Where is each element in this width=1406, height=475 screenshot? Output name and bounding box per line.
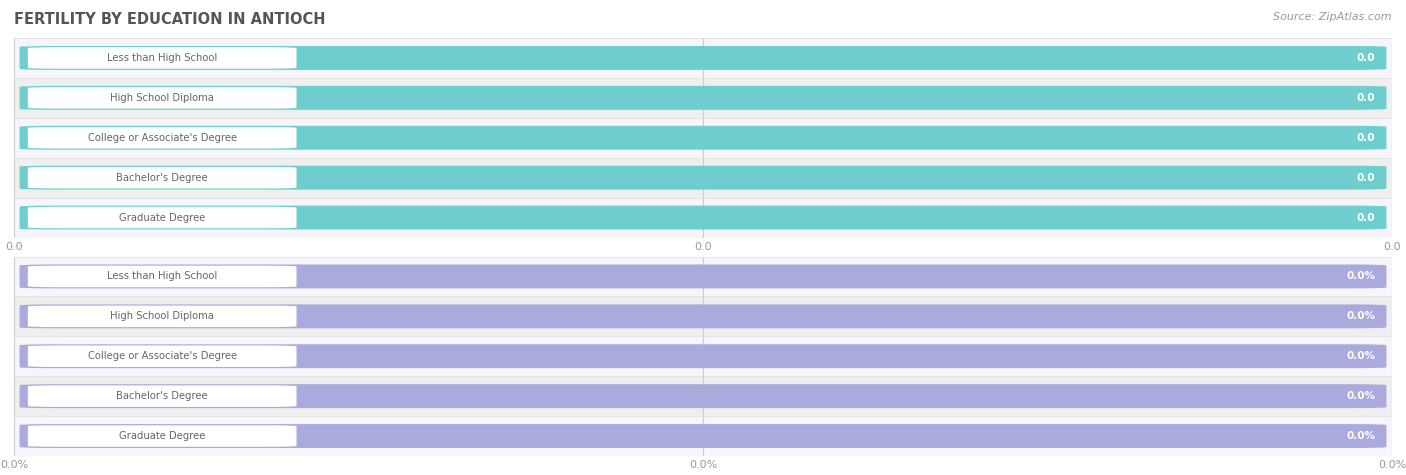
FancyBboxPatch shape bbox=[14, 336, 1392, 376]
FancyBboxPatch shape bbox=[20, 206, 1386, 229]
FancyBboxPatch shape bbox=[14, 158, 1392, 198]
FancyBboxPatch shape bbox=[28, 47, 297, 69]
FancyBboxPatch shape bbox=[20, 424, 1386, 448]
Text: Graduate Degree: Graduate Degree bbox=[120, 212, 205, 223]
Text: 0.0: 0.0 bbox=[1357, 53, 1375, 63]
FancyBboxPatch shape bbox=[20, 126, 1386, 150]
FancyBboxPatch shape bbox=[20, 265, 1386, 288]
FancyBboxPatch shape bbox=[28, 385, 297, 407]
Text: High School Diploma: High School Diploma bbox=[110, 311, 214, 322]
Text: College or Associate's Degree: College or Associate's Degree bbox=[87, 133, 236, 143]
FancyBboxPatch shape bbox=[28, 425, 297, 447]
Text: FERTILITY BY EDUCATION IN ANTIOCH: FERTILITY BY EDUCATION IN ANTIOCH bbox=[14, 12, 326, 27]
FancyBboxPatch shape bbox=[20, 384, 1386, 408]
FancyBboxPatch shape bbox=[14, 118, 1392, 158]
Text: College or Associate's Degree: College or Associate's Degree bbox=[87, 351, 236, 361]
Text: 0.0%: 0.0% bbox=[1347, 431, 1375, 441]
Text: 0.0: 0.0 bbox=[1357, 93, 1375, 103]
Text: Bachelor's Degree: Bachelor's Degree bbox=[117, 172, 208, 183]
FancyBboxPatch shape bbox=[28, 305, 297, 327]
FancyBboxPatch shape bbox=[28, 266, 297, 287]
Text: Source: ZipAtlas.com: Source: ZipAtlas.com bbox=[1274, 12, 1392, 22]
Text: 0.0%: 0.0% bbox=[1347, 271, 1375, 282]
FancyBboxPatch shape bbox=[14, 38, 1392, 78]
FancyBboxPatch shape bbox=[28, 207, 297, 228]
FancyBboxPatch shape bbox=[14, 376, 1392, 416]
FancyBboxPatch shape bbox=[20, 344, 1386, 368]
FancyBboxPatch shape bbox=[20, 86, 1386, 110]
Text: 0.0%: 0.0% bbox=[1347, 351, 1375, 361]
Text: 0.0: 0.0 bbox=[1357, 212, 1375, 223]
FancyBboxPatch shape bbox=[20, 166, 1386, 190]
FancyBboxPatch shape bbox=[28, 87, 297, 109]
FancyBboxPatch shape bbox=[28, 345, 297, 367]
FancyBboxPatch shape bbox=[14, 78, 1392, 118]
Text: 0.0: 0.0 bbox=[1357, 172, 1375, 183]
Text: High School Diploma: High School Diploma bbox=[110, 93, 214, 103]
Text: Bachelor's Degree: Bachelor's Degree bbox=[117, 391, 208, 401]
Text: Graduate Degree: Graduate Degree bbox=[120, 431, 205, 441]
FancyBboxPatch shape bbox=[14, 296, 1392, 336]
Text: Less than High School: Less than High School bbox=[107, 271, 218, 282]
FancyBboxPatch shape bbox=[14, 416, 1392, 456]
FancyBboxPatch shape bbox=[28, 167, 297, 189]
FancyBboxPatch shape bbox=[14, 198, 1392, 238]
Text: 0.0%: 0.0% bbox=[1347, 311, 1375, 322]
Text: Less than High School: Less than High School bbox=[107, 53, 218, 63]
Text: 0.0%: 0.0% bbox=[1347, 391, 1375, 401]
FancyBboxPatch shape bbox=[20, 304, 1386, 328]
FancyBboxPatch shape bbox=[14, 256, 1392, 296]
FancyBboxPatch shape bbox=[28, 127, 297, 149]
Text: 0.0: 0.0 bbox=[1357, 133, 1375, 143]
FancyBboxPatch shape bbox=[20, 46, 1386, 70]
